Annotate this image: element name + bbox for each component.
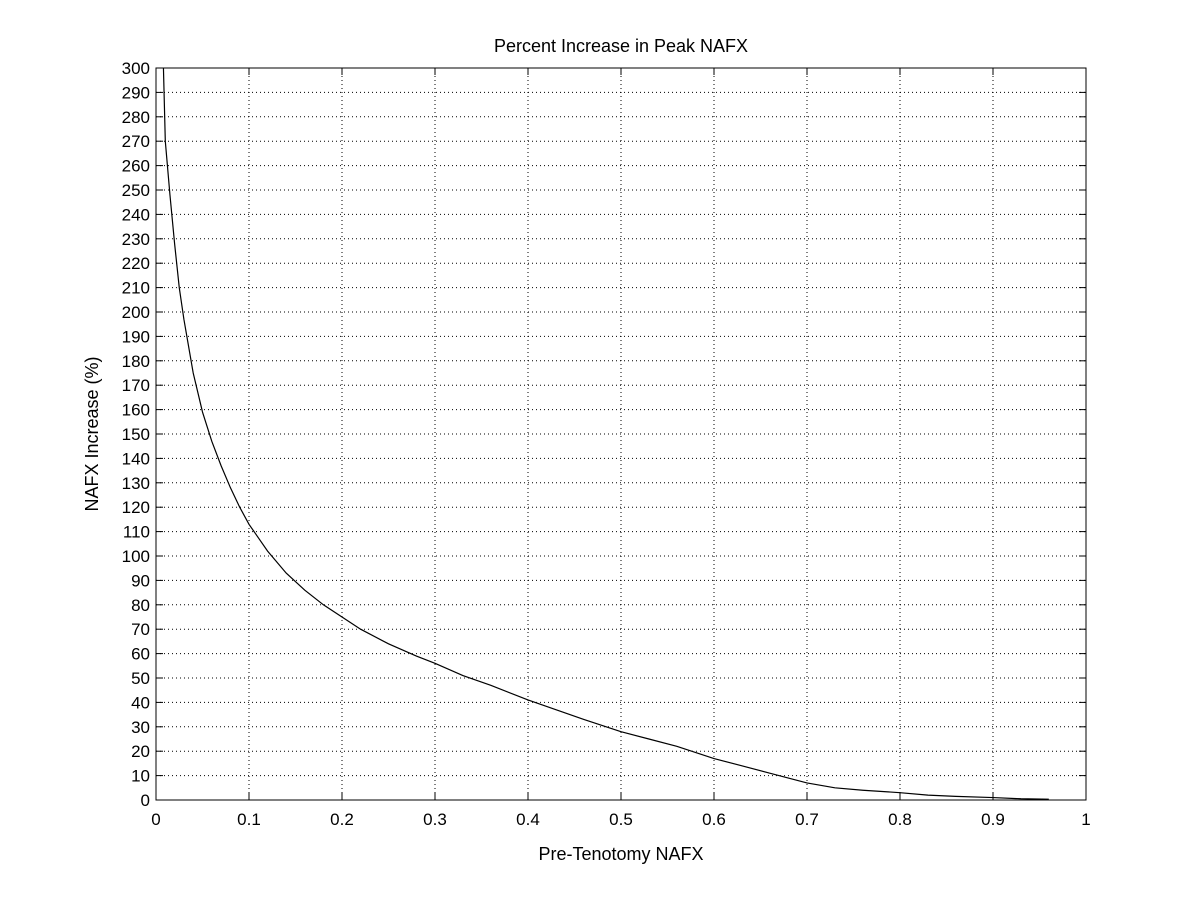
y-tick-label: 200 xyxy=(122,303,150,322)
y-tick-label: 20 xyxy=(131,742,150,761)
series-layer xyxy=(162,67,1049,800)
x-tick-label: 0.4 xyxy=(516,810,540,829)
y-tick-label: 180 xyxy=(122,352,150,371)
x-tick-label: 0.9 xyxy=(981,810,1005,829)
y-tick-label: 260 xyxy=(122,157,150,176)
plot-border xyxy=(155,67,1087,801)
y-tick-label: 120 xyxy=(122,498,150,517)
y-tick-label: 100 xyxy=(122,547,150,566)
y-tick-label: 70 xyxy=(131,620,150,639)
x-tick-label: 1 xyxy=(1081,810,1090,829)
y-tick-label: 290 xyxy=(122,83,150,102)
axis-ticks: 0 0.1 0.2 0.3 0.4 0.5 0.6 0.7 0.8 0.9 101020304050… xyxy=(122,59,1091,829)
y-tick-label: 80 xyxy=(131,596,150,615)
y-tick-label: 150 xyxy=(122,425,150,444)
y-tick-label: 90 xyxy=(131,571,150,590)
y-tick-label: 30 xyxy=(131,718,150,737)
y-tick-label: 250 xyxy=(122,181,150,200)
y-tick-label: 240 xyxy=(122,205,150,224)
y-tick-label: 0 xyxy=(141,791,150,810)
x-tick-label: 0 xyxy=(151,810,160,829)
x-tick-label: 0.2 xyxy=(330,810,354,829)
y-tick-label: 220 xyxy=(122,254,150,273)
y-tick-label: 130 xyxy=(122,474,150,493)
y-tick-label: 10 xyxy=(131,767,150,786)
y-tick-label: 60 xyxy=(131,645,150,664)
y-tick-label: 230 xyxy=(122,230,150,249)
x-tick-label: 0.7 xyxy=(795,810,819,829)
y-tick-label: 270 xyxy=(122,132,150,151)
y-tick-label: 280 xyxy=(122,108,150,127)
series-line-0 xyxy=(162,67,1049,800)
y-tick-label: 170 xyxy=(122,376,150,395)
x-tick-label: 0.6 xyxy=(702,810,726,829)
y-axis-title: NAFX Increase (%) xyxy=(82,356,102,511)
x-tick-label: 0.5 xyxy=(609,810,633,829)
y-tick-label: 300 xyxy=(122,59,150,78)
x-tick-label: 0.8 xyxy=(888,810,912,829)
y-tick-label: 110 xyxy=(123,523,150,542)
y-tick-label: 140 xyxy=(122,449,150,468)
y-tick-label: 50 xyxy=(131,669,150,688)
x-axis-title: Pre-Tenotomy NAFX xyxy=(538,844,703,864)
y-tick-label: 190 xyxy=(122,327,150,346)
y-tick-label: 210 xyxy=(122,279,150,298)
y-tick-label: 160 xyxy=(122,401,150,420)
grid-lines xyxy=(156,68,1086,800)
y-tick-label: 40 xyxy=(131,693,150,712)
x-tick-label: 0.1 xyxy=(237,810,261,829)
chart-title: Percent Increase in Peak NAFX xyxy=(494,36,748,56)
x-tick-label: 0.3 xyxy=(423,810,447,829)
